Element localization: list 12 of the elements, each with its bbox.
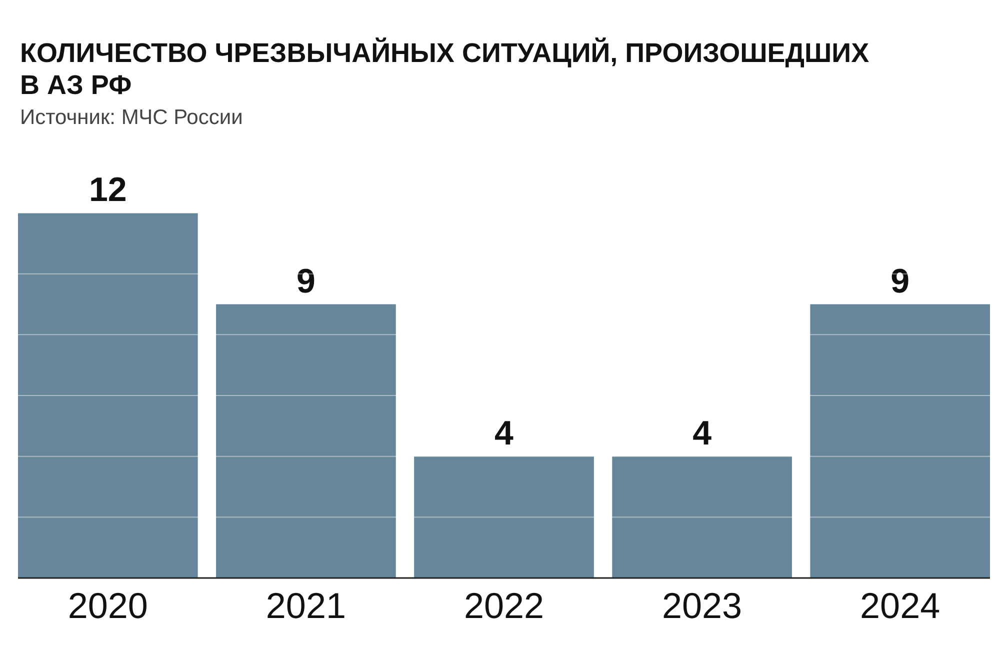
x-tick-label: 2020: [68, 585, 148, 626]
x-tick-label: 2023: [662, 585, 742, 626]
data-label: 9: [890, 262, 910, 300]
data-label: 12: [89, 171, 127, 209]
chart-title: КОЛИЧЕСТВО ЧРЕЗВЫЧАЙНЫХ СИТУАЦИЙ, ПРОИЗОШЕДШИХ В АЗ РФ: [20, 37, 870, 100]
data-label: 4: [494, 414, 514, 452]
x-tick-label: 2021: [266, 585, 346, 626]
x-tick-label: 2022: [464, 585, 544, 626]
x-tick-label: 2024: [860, 585, 940, 626]
data-label: 4: [692, 414, 712, 452]
data-label: 9: [296, 262, 316, 300]
text: Источник: МЧС России: [20, 106, 243, 129]
